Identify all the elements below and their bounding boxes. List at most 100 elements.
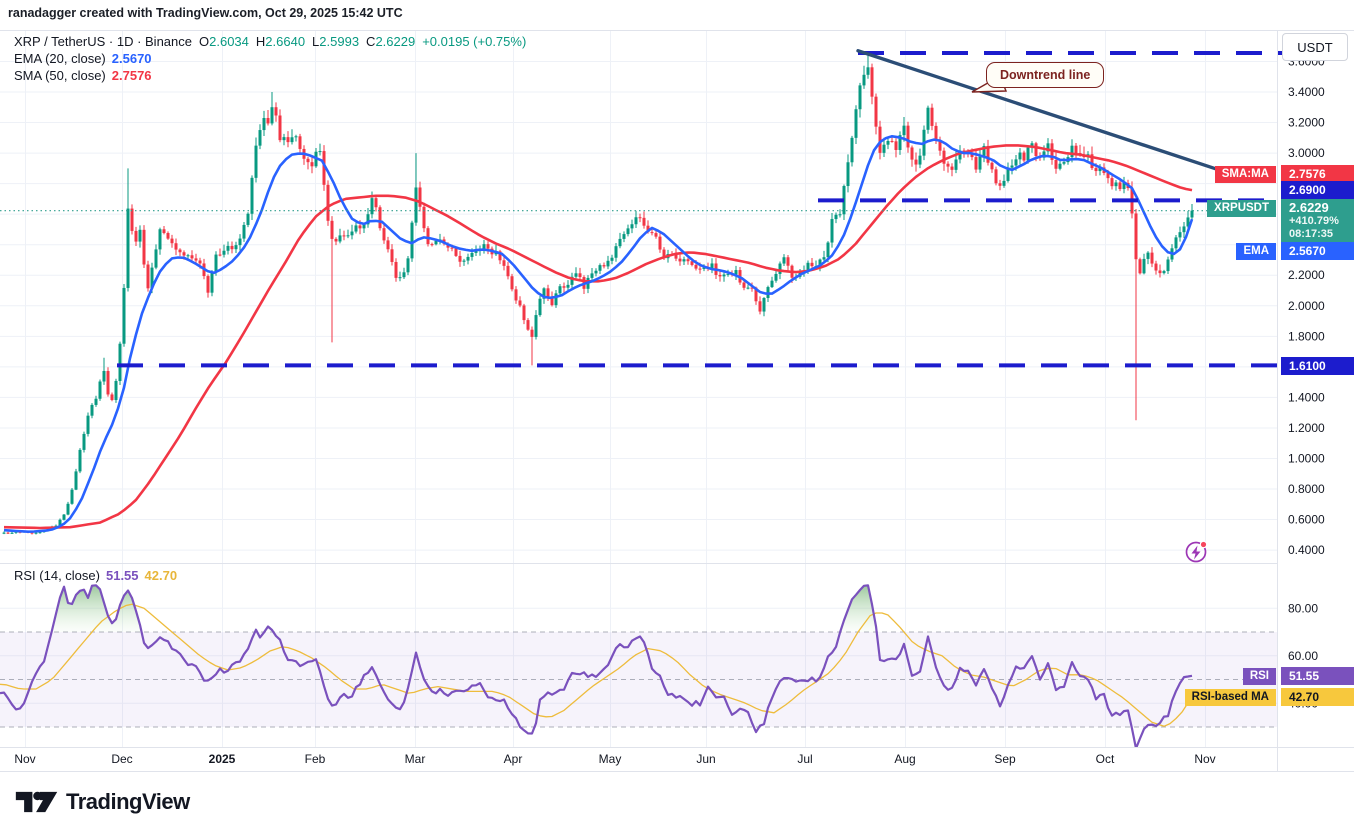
candle-body xyxy=(906,125,910,148)
candle-body xyxy=(14,531,18,533)
candle-body xyxy=(434,240,438,245)
candle-body xyxy=(822,257,826,260)
candle-body xyxy=(82,433,86,450)
rsi-pane[interactable] xyxy=(0,584,1277,748)
candle-body xyxy=(1114,182,1118,187)
candle-body xyxy=(170,238,174,244)
candle-body xyxy=(634,217,638,225)
candle-body xyxy=(98,381,102,399)
candle-body xyxy=(1142,258,1146,274)
candle-body xyxy=(918,155,922,165)
candle-body xyxy=(1154,263,1158,271)
last-price-value: 2.6229 xyxy=(1289,200,1329,215)
candle-body xyxy=(450,247,454,249)
candle-body xyxy=(78,449,82,472)
sma-label: SMA (50, close) xyxy=(14,68,106,83)
rsi-line xyxy=(0,584,1193,747)
candle-body xyxy=(530,329,534,337)
candle-body xyxy=(1110,178,1114,187)
candle-body xyxy=(974,157,978,170)
candle-body xyxy=(486,244,490,249)
candle-body xyxy=(726,273,730,275)
candle-body xyxy=(270,107,274,124)
candle-body xyxy=(938,139,942,151)
candle-body xyxy=(198,260,202,264)
candle-body xyxy=(298,136,302,149)
ema-legend-row[interactable]: EMA (20, close) 2.5670 xyxy=(14,51,526,67)
downtrend-trendline[interactable] xyxy=(856,49,1220,172)
time-axis-label: Nov xyxy=(14,752,35,766)
price-tick-label: 0.8000 xyxy=(1288,482,1325,496)
tradingview-logo[interactable]: TradingView xyxy=(14,784,190,820)
candle-body xyxy=(614,246,618,258)
candle-body xyxy=(838,214,842,216)
downtrend-callout[interactable]: Downtrend line xyxy=(986,62,1105,88)
candle-body xyxy=(154,249,158,268)
candle-body xyxy=(38,532,42,534)
candle-body xyxy=(854,109,858,138)
candle-body xyxy=(282,137,286,141)
flash-icon[interactable] xyxy=(1185,540,1208,563)
candle-body xyxy=(998,183,1002,186)
candle-body xyxy=(810,262,814,267)
candle-body xyxy=(1158,270,1162,274)
rsi-legend-row[interactable]: RSI (14, close) 51.55 42.70 xyxy=(14,568,177,583)
candle-body xyxy=(574,273,578,277)
candle-body xyxy=(698,268,702,270)
candle-body xyxy=(350,231,354,236)
symbol-row[interactable]: XRP / TetherUS · 1D · Binance O2.6034 H2.6… xyxy=(14,34,526,50)
candle-body xyxy=(782,257,786,264)
support-axis-value: 1.6100 xyxy=(1281,357,1354,375)
candle-body xyxy=(682,259,686,262)
ema20-line xyxy=(3,135,1194,534)
candle-body xyxy=(254,145,258,178)
candle-body xyxy=(1162,271,1166,274)
candle-body xyxy=(226,245,230,251)
rsi-ma-axis-tag: RSI-based MA xyxy=(1184,688,1276,706)
candle-body xyxy=(994,169,998,184)
price-pane[interactable] xyxy=(2,52,1194,535)
time-axis-label: Mar xyxy=(405,752,426,766)
candle-body xyxy=(786,257,790,266)
price-tick-label: 0.6000 xyxy=(1288,513,1325,527)
candle-body xyxy=(342,235,346,237)
candle-body xyxy=(182,252,186,256)
time-axis-label: Oct xyxy=(1096,752,1115,766)
candle-body xyxy=(850,137,854,163)
candle-body xyxy=(882,144,886,153)
candle-body xyxy=(370,198,374,215)
candle-body xyxy=(1042,151,1046,158)
sma-axis-value: 2.7576 xyxy=(1281,165,1354,183)
candle-body xyxy=(278,115,282,141)
candle-body xyxy=(1018,152,1022,160)
candle-body xyxy=(462,260,466,262)
low-value: 2.5993 xyxy=(319,34,360,49)
sma-legend-row[interactable]: SMA (50, close) 2.7576 xyxy=(14,68,526,84)
candle-body xyxy=(1014,159,1018,166)
candle-body xyxy=(826,242,830,258)
candle-body xyxy=(58,519,62,526)
candle-body xyxy=(402,272,406,278)
candle-body xyxy=(638,217,642,219)
candle-body xyxy=(306,158,310,163)
candle-body xyxy=(914,159,918,165)
candle-body xyxy=(626,228,630,235)
candle-body xyxy=(390,249,394,262)
candle-body xyxy=(502,260,506,266)
candle-body xyxy=(470,252,474,257)
currency-toggle-button[interactable]: USDT xyxy=(1282,33,1348,61)
candle-body xyxy=(414,187,418,223)
candle-body xyxy=(1046,143,1050,152)
candle-body xyxy=(482,244,486,250)
candle-body xyxy=(982,145,986,157)
candle-body xyxy=(1190,210,1194,218)
candle-body xyxy=(858,85,862,110)
flash-icon-circle xyxy=(1185,541,1207,563)
candle-body xyxy=(310,162,314,167)
candle-body xyxy=(110,394,114,400)
time-axis-label: Aug xyxy=(894,752,915,766)
price-tick-label: 1.0000 xyxy=(1288,451,1325,465)
candle-body xyxy=(602,265,606,267)
